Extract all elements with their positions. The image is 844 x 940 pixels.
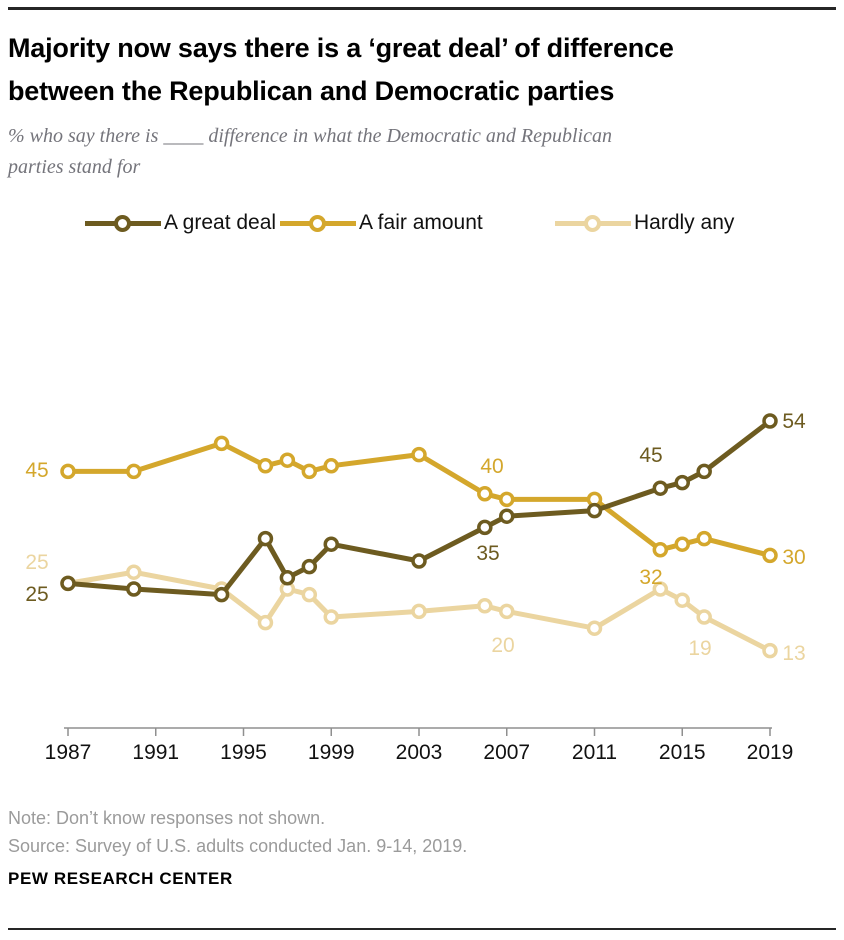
point-a-fair-amount-2016 xyxy=(696,530,712,547)
chart-legend: A great deal A fair amount Hardly any xyxy=(0,210,844,236)
point-hardly-any-2019 xyxy=(762,642,778,659)
subtitle-line-2: parties stand for xyxy=(8,156,141,178)
point-a-fair-amount-2015 xyxy=(674,536,690,552)
point-a-fair-amount-2007 xyxy=(499,491,515,508)
value-label-hardly-any-20: 20 xyxy=(491,634,514,657)
point-a-fair-amount-2003 xyxy=(411,446,427,463)
x-tick-label: 1999 xyxy=(308,741,355,764)
point-a-fair-amount-2006 xyxy=(477,486,493,502)
point-hardly-any-1990 xyxy=(126,564,142,580)
point-hardly-any-2016 xyxy=(696,609,712,625)
legend-marker-a-fair-amount xyxy=(280,210,356,236)
point-hardly-any-2006 xyxy=(477,598,493,614)
legend-marker-a-great-deal xyxy=(85,210,161,236)
point-hardly-any-1998 xyxy=(301,586,318,603)
top-rule xyxy=(8,7,836,10)
value-label-a-fair-amount-45: 45 xyxy=(25,459,48,482)
point-a-great-deal-2011 xyxy=(586,502,603,519)
value-label-hardly-any-25: 25 xyxy=(25,551,48,574)
title-line-1: Majority now says there is a ‘great deal… xyxy=(8,33,674,63)
legend-item-a-fair-amount: A fair amount xyxy=(280,210,483,236)
page-title: Majority now says there is a ‘great deal… xyxy=(8,27,838,113)
title-line-2: between the Republican and Democratic pa… xyxy=(8,76,615,106)
point-hardly-any-2015 xyxy=(674,592,690,608)
point-a-great-deal-2006 xyxy=(477,519,493,536)
point-a-fair-amount-2014 xyxy=(652,542,669,558)
legend-item-a-great-deal: A great deal xyxy=(85,210,276,236)
legend-label: A fair amount xyxy=(359,211,483,234)
point-a-great-deal-2007 xyxy=(499,508,515,524)
point-a-great-deal-2019 xyxy=(762,413,778,429)
value-label-hardly-any-19: 19 xyxy=(688,637,711,660)
point-hardly-any-2003 xyxy=(411,603,427,620)
point-a-fair-amount-2019 xyxy=(762,547,778,564)
point-a-great-deal-1987 xyxy=(60,575,76,592)
value-label-a-great-deal-35: 35 xyxy=(476,542,499,565)
point-hardly-any-2007 xyxy=(499,603,515,620)
point-a-great-deal-1998 xyxy=(301,558,318,575)
legend-dot-icon xyxy=(584,214,601,232)
value-label-a-fair-amount-32: 32 xyxy=(639,566,662,589)
point-a-fair-amount-1994 xyxy=(213,435,230,452)
x-tick-label: 1987 xyxy=(45,741,92,764)
legend-dot-icon xyxy=(114,214,131,232)
point-hardly-any-1999 xyxy=(323,609,339,625)
x-tick-label: 2007 xyxy=(483,741,530,764)
value-label-a-great-deal-54: 54 xyxy=(782,410,806,433)
x-tick-label: 2003 xyxy=(396,741,443,764)
point-hardly-any-2011 xyxy=(586,620,603,636)
point-a-fair-amount-1996 xyxy=(257,458,274,474)
legend-dot-icon xyxy=(309,214,326,232)
legend-label: Hardly any xyxy=(634,211,735,234)
point-a-great-deal-1999 xyxy=(323,536,339,552)
point-a-great-deal-2014 xyxy=(652,480,669,496)
x-tick-label: 2015 xyxy=(659,741,706,764)
bottom-rule xyxy=(8,928,836,930)
legend-label: A great deal xyxy=(164,211,277,234)
x-tick-label: 1991 xyxy=(132,741,179,764)
point-a-fair-amount-1990 xyxy=(126,463,142,480)
value-label-a-great-deal-25: 25 xyxy=(25,583,48,606)
point-a-great-deal-2003 xyxy=(411,553,427,569)
point-a-great-deal-1997 xyxy=(279,570,296,586)
value-label-a-fair-amount-30: 30 xyxy=(782,546,805,569)
value-label-hardly-any-13: 13 xyxy=(782,642,805,665)
point-a-fair-amount-1998 xyxy=(301,463,318,480)
point-a-fair-amount-1987 xyxy=(60,463,76,480)
legend-marker-hardly-any xyxy=(555,210,631,236)
chart-subtitle: % who say there is ____ difference in wh… xyxy=(8,121,808,183)
point-a-great-deal-1996 xyxy=(257,530,274,547)
point-hardly-any-1996 xyxy=(257,614,274,631)
point-a-great-deal-1994 xyxy=(213,586,230,603)
point-hardly-any-2014 xyxy=(652,581,669,597)
point-a-great-deal-2016 xyxy=(696,463,712,480)
footnotes: Note: Don’t know responses not shown. So… xyxy=(8,804,467,860)
point-a-great-deal-2015 xyxy=(674,474,690,491)
x-tick-label: 1995 xyxy=(220,741,267,764)
x-tick-label: 2019 xyxy=(747,741,794,764)
note-text: Note: Don’t know responses not shown. xyxy=(8,808,326,828)
point-a-great-deal-1990 xyxy=(126,581,142,597)
point-a-fair-amount-1999 xyxy=(323,458,339,474)
pew-research-center-wordmark: PEW RESEARCH CENTER xyxy=(8,869,233,888)
value-label-a-great-deal-45: 45 xyxy=(639,444,662,467)
source-text: Source: Survey of U.S. adults conducted … xyxy=(8,836,468,856)
subtitle-line-1: % who say there is ____ difference in wh… xyxy=(8,125,612,147)
legend-item-hardly-any: Hardly any xyxy=(555,210,734,236)
x-tick-label: 2011 xyxy=(572,741,617,764)
point-a-fair-amount-1997 xyxy=(279,452,296,468)
value-label-a-fair-amount-40: 40 xyxy=(480,455,503,478)
